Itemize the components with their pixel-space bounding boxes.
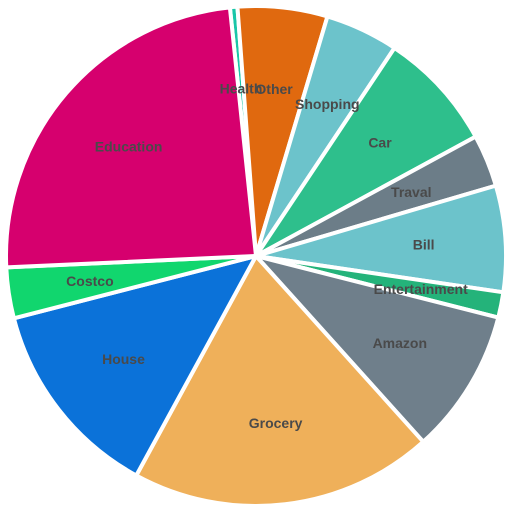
slice-bill[interactable] [254, 183, 508, 295]
slice-label-costco: Costco [66, 273, 113, 289]
slice-label-amazon: Amazon [373, 335, 427, 351]
slice-label-entertainment: Entertainment [374, 281, 468, 297]
slice-label-car: Car [368, 135, 392, 151]
slice-label-traval: Traval [391, 184, 431, 200]
slice-house[interactable] [11, 254, 258, 478]
slice-label-house: House [102, 351, 145, 367]
slice-grocery[interactable] [134, 254, 426, 508]
slice-label-health: Health [220, 81, 263, 97]
slice-label-bill: Bill [413, 236, 435, 252]
slice-label-grocery: Grocery [249, 415, 303, 431]
slice-label-shopping: Shopping [295, 96, 360, 112]
pie-slices [4, 4, 508, 508]
slice-label-education: Education [95, 139, 163, 155]
slice-education[interactable] [4, 5, 258, 270]
slice-car[interactable] [254, 45, 478, 258]
slice-label-other: Other [255, 81, 293, 97]
slice-amazon[interactable] [254, 254, 501, 444]
